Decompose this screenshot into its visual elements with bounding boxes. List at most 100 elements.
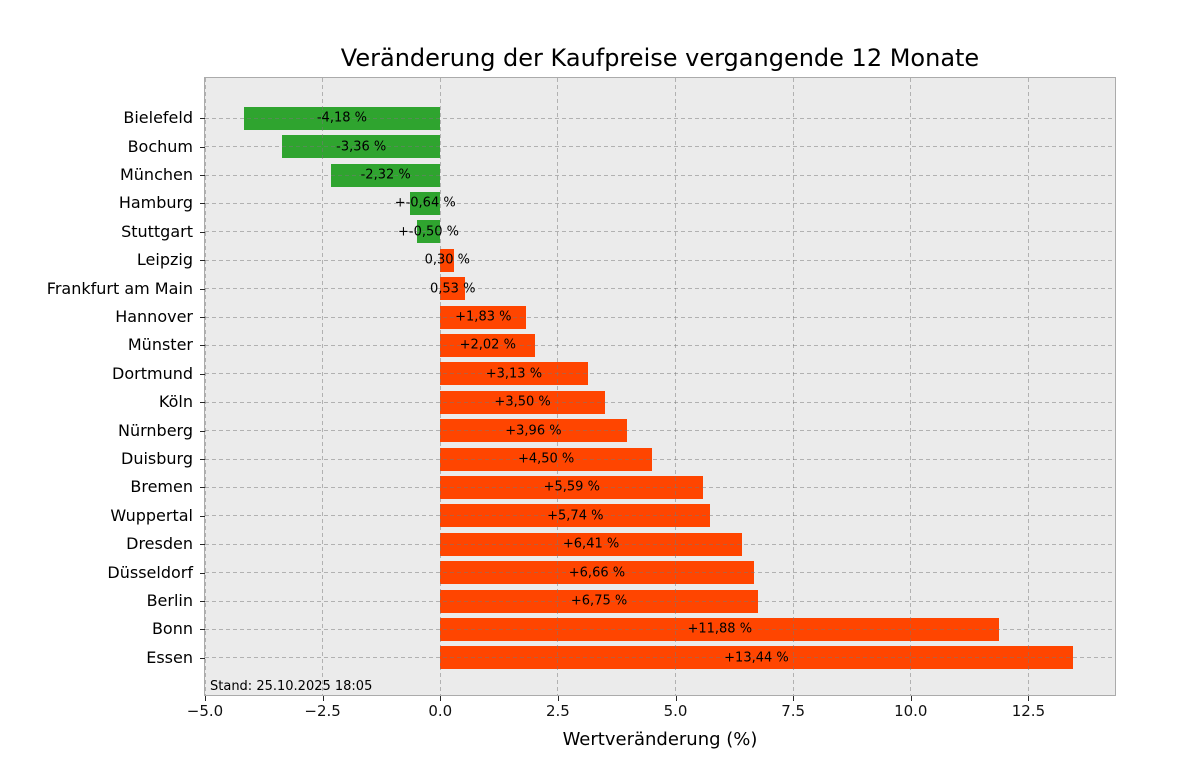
gridline-horizontal	[205, 543, 1115, 545]
y-axis-tick	[200, 231, 205, 233]
y-tick-label: Bielefeld	[123, 108, 193, 128]
y-tick-label: Berlin	[146, 591, 193, 610]
y-axis-tick	[200, 146, 205, 148]
bar-value-label: -2,32 %	[360, 167, 411, 183]
gridline-horizontal	[205, 288, 1115, 290]
gridline-horizontal	[205, 600, 1115, 602]
bar-value-label: -4,18 %	[316, 110, 367, 126]
gridline-vertical	[1027, 78, 1029, 695]
y-axis-tick	[200, 629, 205, 631]
bar-value-label: +4,50 %	[517, 451, 575, 467]
bar-value-label: -3,36 %	[336, 139, 387, 155]
bar-value-label: +1,83 %	[455, 309, 512, 325]
y-axis-tick	[200, 572, 205, 574]
gridline-horizontal	[205, 117, 1115, 119]
gridline-horizontal	[205, 146, 1115, 148]
y-tick-label: Frankfurt am Main	[46, 278, 193, 298]
gridline-horizontal	[205, 259, 1115, 261]
timestamp-annotation: Stand: 25.10.2025 18:05	[210, 679, 373, 694]
y-axis-tick	[200, 288, 205, 290]
y-tick-label: Köln	[158, 392, 193, 412]
gridline-horizontal	[205, 657, 1115, 659]
gridline-horizontal	[205, 458, 1115, 460]
y-axis-tick	[200, 373, 205, 375]
bar-value-label: +6,41 %	[562, 536, 620, 552]
y-tick-label: Duisburg	[121, 449, 193, 468]
y-tick-label: Bonn	[151, 619, 193, 639]
bar-value-label: 0,30 %	[424, 252, 471, 268]
bar-value-label: 0,53 %	[430, 281, 476, 297]
bar-value-label: +5,74 %	[547, 508, 604, 524]
x-tick-label: 0.0	[428, 702, 453, 720]
gridline-horizontal	[205, 515, 1115, 517]
y-tick-label: Leipzig	[136, 250, 193, 270]
plot-area: -4,18 % -3,36 % -2,32 % +-0,64 % +-0,50 % 0,3…	[204, 78, 1115, 695]
bar-value-label: +3,96 %	[505, 423, 562, 439]
gridline-horizontal	[205, 430, 1115, 432]
bar-value-label: +11,88 %	[687, 621, 753, 637]
bar-value-label: +6,75 %	[570, 593, 628, 609]
x-tick-label: 12.5	[1011, 702, 1046, 720]
gridline-horizontal	[205, 628, 1115, 630]
y-axis-tick	[200, 203, 205, 205]
gridline-horizontal	[205, 344, 1115, 346]
y-tick-label: Bochum	[127, 136, 193, 156]
y-tick-label: Hannover	[115, 307, 193, 326]
x-axis-label: Wertveränderung (%)	[562, 729, 758, 750]
gridline-horizontal	[205, 486, 1115, 488]
y-axis-tick	[200, 515, 205, 517]
gridline-horizontal	[205, 316, 1115, 318]
y-axis-tick	[200, 601, 205, 602]
y-axis-tick	[200, 402, 205, 404]
gridline-horizontal	[205, 572, 1115, 574]
gridline-vertical	[557, 78, 559, 695]
y-tick-label: Hamburg	[118, 193, 193, 213]
x-axis-tick	[675, 696, 677, 701]
x-axis-tick	[205, 696, 206, 701]
gridline-vertical	[322, 78, 324, 695]
bar-value-label: +2,02 %	[459, 337, 516, 353]
x-tick-label: −2.5	[304, 702, 341, 720]
gridline-vertical	[792, 78, 794, 695]
y-axis-tick	[200, 657, 205, 659]
y-tick-label: Düsseldorf	[107, 562, 193, 582]
y-axis-labels: Bielefeld Bochum München Hamburg Stuttgart Le…	[0, 78, 199, 695]
gridline-vertical	[204, 78, 206, 695]
x-axis-tick	[440, 696, 442, 701]
bar-value-label: +-0,50 %	[397, 224, 460, 240]
y-tick-label: München	[119, 165, 193, 184]
y-axis-tick	[200, 487, 205, 489]
y-tick-label: Nürnberg	[118, 420, 193, 440]
y-axis-tick	[200, 430, 205, 432]
y-axis-tick	[200, 544, 205, 546]
gridline-horizontal	[205, 174, 1115, 176]
x-tick-label: 7.5	[781, 702, 806, 720]
y-axis-tick	[200, 459, 205, 460]
x-axis-tick	[793, 696, 795, 701]
x-tick-label: −5.0	[186, 702, 224, 720]
y-axis-tick	[200, 175, 205, 176]
y-axis-tick	[200, 345, 205, 347]
bar-value-label: +6,66 %	[568, 565, 626, 581]
y-tick-label: Bremen	[130, 477, 193, 497]
y-tick-label: Stuttgart	[121, 221, 193, 241]
y-axis-tick	[200, 118, 205, 120]
y-axis-tick	[200, 260, 205, 262]
x-axis-tick	[1028, 696, 1030, 701]
y-tick-label: Wuppertal	[110, 505, 193, 525]
x-axis-tick	[910, 696, 912, 701]
gridline-horizontal	[205, 231, 1115, 233]
gridline-horizontal	[205, 401, 1115, 403]
bar-value-label: +5,59 %	[543, 479, 600, 495]
gridline-horizontal	[205, 373, 1115, 375]
gridline-horizontal	[205, 202, 1115, 204]
bar-value-label: +13,44 %	[724, 650, 789, 666]
y-tick-label: Münster	[127, 335, 193, 355]
x-tick-label: 5.0	[663, 702, 688, 720]
gridline-vertical	[910, 78, 912, 695]
bar-value-label: +3,13 %	[485, 366, 543, 382]
y-tick-label: Essen	[146, 647, 193, 667]
x-axis-tick	[557, 696, 559, 701]
y-tick-label: Dresden	[126, 534, 193, 554]
